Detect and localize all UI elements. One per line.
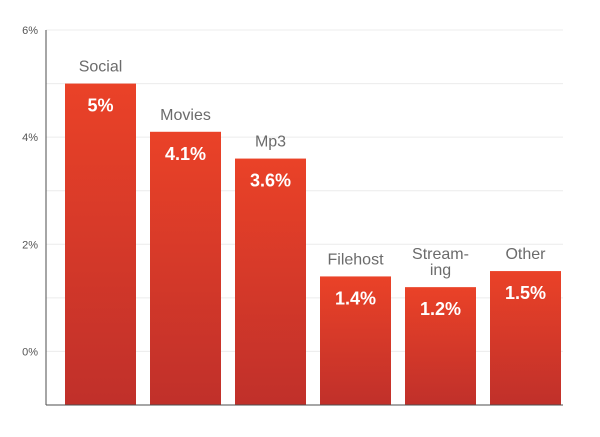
bars <box>65 83 561 406</box>
bar-labels: 5% Social 4.1% Movies 3.6% Mp3 1.4% Filehost 1.2… <box>79 59 546 320</box>
bar-mp3 <box>235 158 306 405</box>
bar-category-label: Other <box>505 246 546 263</box>
y-tick-label: 6% <box>22 25 38 37</box>
y-tick-label: 4% <box>22 132 38 144</box>
bar-value-label: 5% <box>87 96 113 116</box>
bar-streaming <box>405 287 476 405</box>
bar-value-label: 1.5% <box>505 283 546 303</box>
bar-category-label: Filehost <box>327 251 384 268</box>
bar-category-label: Social <box>79 59 123 76</box>
bar-value-label: 1.2% <box>420 299 461 319</box>
y-tick-label: 0% <box>22 346 38 358</box>
bar-category-label: ing <box>430 262 451 279</box>
bar-filehost <box>320 276 391 405</box>
bar-category-label: Mp3 <box>255 134 286 151</box>
bar-value-label: 4.1% <box>165 144 206 164</box>
bar-category-label: Movies <box>160 107 211 124</box>
y-axis-ticks: 6% 4% 2% 0% <box>22 25 38 358</box>
bar-movies <box>150 131 221 406</box>
bar-other <box>490 271 561 405</box>
y-tick-label: 2% <box>22 239 38 251</box>
bar-social <box>65 83 136 406</box>
bar-value-label: 1.4% <box>335 288 376 308</box>
bar-value-label: 3.6% <box>250 171 291 191</box>
bar-category-label: Stream- <box>412 246 469 263</box>
